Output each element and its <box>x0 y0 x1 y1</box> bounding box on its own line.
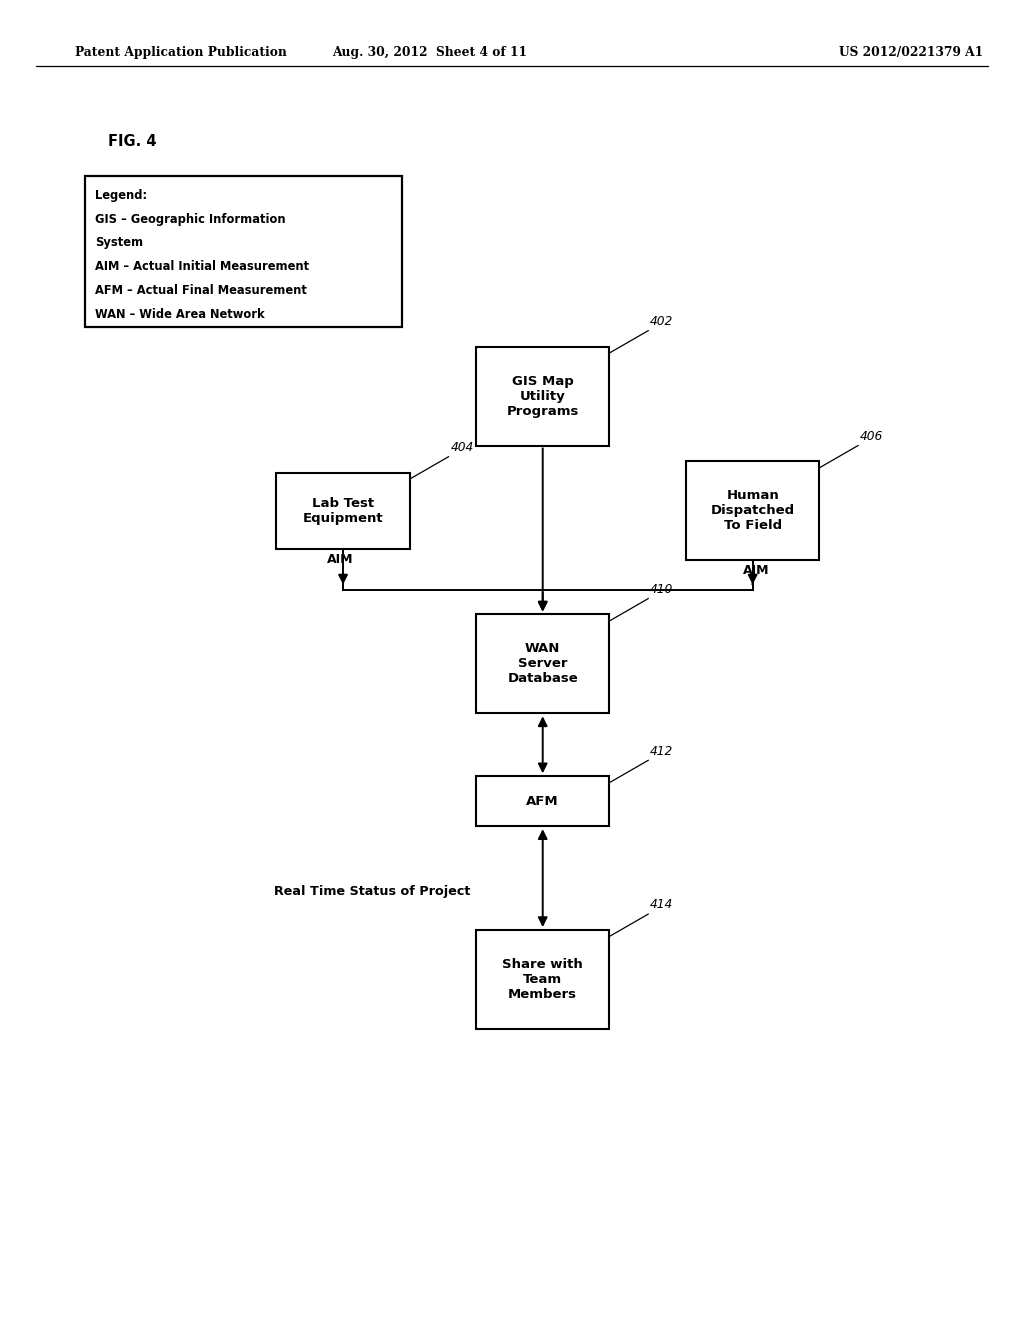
Text: WAN – Wide Area Network: WAN – Wide Area Network <box>95 308 265 321</box>
Text: Legend:: Legend: <box>95 189 147 202</box>
Bar <box>85 176 402 327</box>
Text: GIS – Geographic Information: GIS – Geographic Information <box>95 213 286 226</box>
Text: AFM: AFM <box>526 795 559 808</box>
Text: Patent Application Publication: Patent Application Publication <box>75 46 287 59</box>
Bar <box>476 929 609 1030</box>
Text: AIM: AIM <box>742 565 769 577</box>
Text: Real Time Status of Project: Real Time Status of Project <box>274 884 471 898</box>
Text: WAN
Server
Database: WAN Server Database <box>507 643 579 685</box>
Text: Aug. 30, 2012  Sheet 4 of 11: Aug. 30, 2012 Sheet 4 of 11 <box>333 46 527 59</box>
Text: AIM – Actual Initial Measurement: AIM – Actual Initial Measurement <box>95 260 309 273</box>
Text: 406: 406 <box>860 430 884 444</box>
Bar <box>476 615 609 713</box>
Text: 410: 410 <box>650 583 674 597</box>
Bar <box>476 776 609 826</box>
Text: AFM – Actual Final Measurement: AFM – Actual Final Measurement <box>95 284 307 297</box>
Text: US 2012/0221379 A1: US 2012/0221379 A1 <box>839 46 983 59</box>
Text: FIG. 4: FIG. 4 <box>108 133 156 149</box>
Text: GIS Map
Utility
Programs: GIS Map Utility Programs <box>507 375 579 417</box>
Text: 402: 402 <box>650 315 674 329</box>
Bar <box>686 462 819 560</box>
Text: System: System <box>95 236 143 249</box>
Text: Share with
Team
Members: Share with Team Members <box>503 958 583 1001</box>
Text: AIM: AIM <box>327 553 353 566</box>
Bar <box>476 346 609 446</box>
Text: 414: 414 <box>650 899 674 911</box>
Text: Lab Test
Equipment: Lab Test Equipment <box>303 496 383 525</box>
Text: Human
Dispatched
To Field: Human Dispatched To Field <box>711 490 795 532</box>
Text: 404: 404 <box>451 441 474 454</box>
Text: 412: 412 <box>650 744 674 758</box>
Bar <box>276 473 410 549</box>
